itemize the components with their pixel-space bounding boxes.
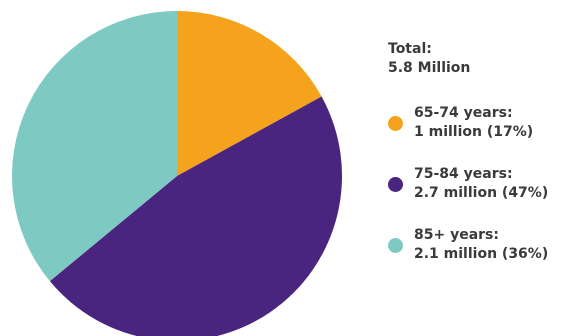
legend-swatch-75-84 <box>388 177 403 192</box>
legend-swatch-65-74 <box>388 116 403 131</box>
pie-chart <box>0 0 360 336</box>
total-label-block: Total: 5.8 Million <box>388 40 566 78</box>
legend-entry-65-74: 65-74 years: 1 million (17%) <box>388 104 566 142</box>
legend-entry-75-84: 75-84 years: 2.7 million (47%) <box>388 165 566 203</box>
legend-value-65-74: 1 million (17%) <box>414 123 566 142</box>
legend-entry-85-plus: 85+ years: 2.1 million (36%) <box>388 226 566 264</box>
legend-value-75-84: 2.7 million (47%) <box>414 184 566 203</box>
total-value: 5.8 Million <box>388 59 566 78</box>
legend-swatch-85-plus <box>388 238 403 253</box>
legend-label-65-74: 65-74 years: <box>414 104 566 123</box>
legend-label-75-84: 75-84 years: <box>414 165 566 184</box>
total-label: Total: <box>388 40 566 59</box>
legend-value-85-plus: 2.1 million (36%) <box>414 245 566 264</box>
legend: Total: 5.8 Million 65-74 years: 1 millio… <box>388 40 566 287</box>
legend-label-85-plus: 85+ years: <box>414 226 566 245</box>
